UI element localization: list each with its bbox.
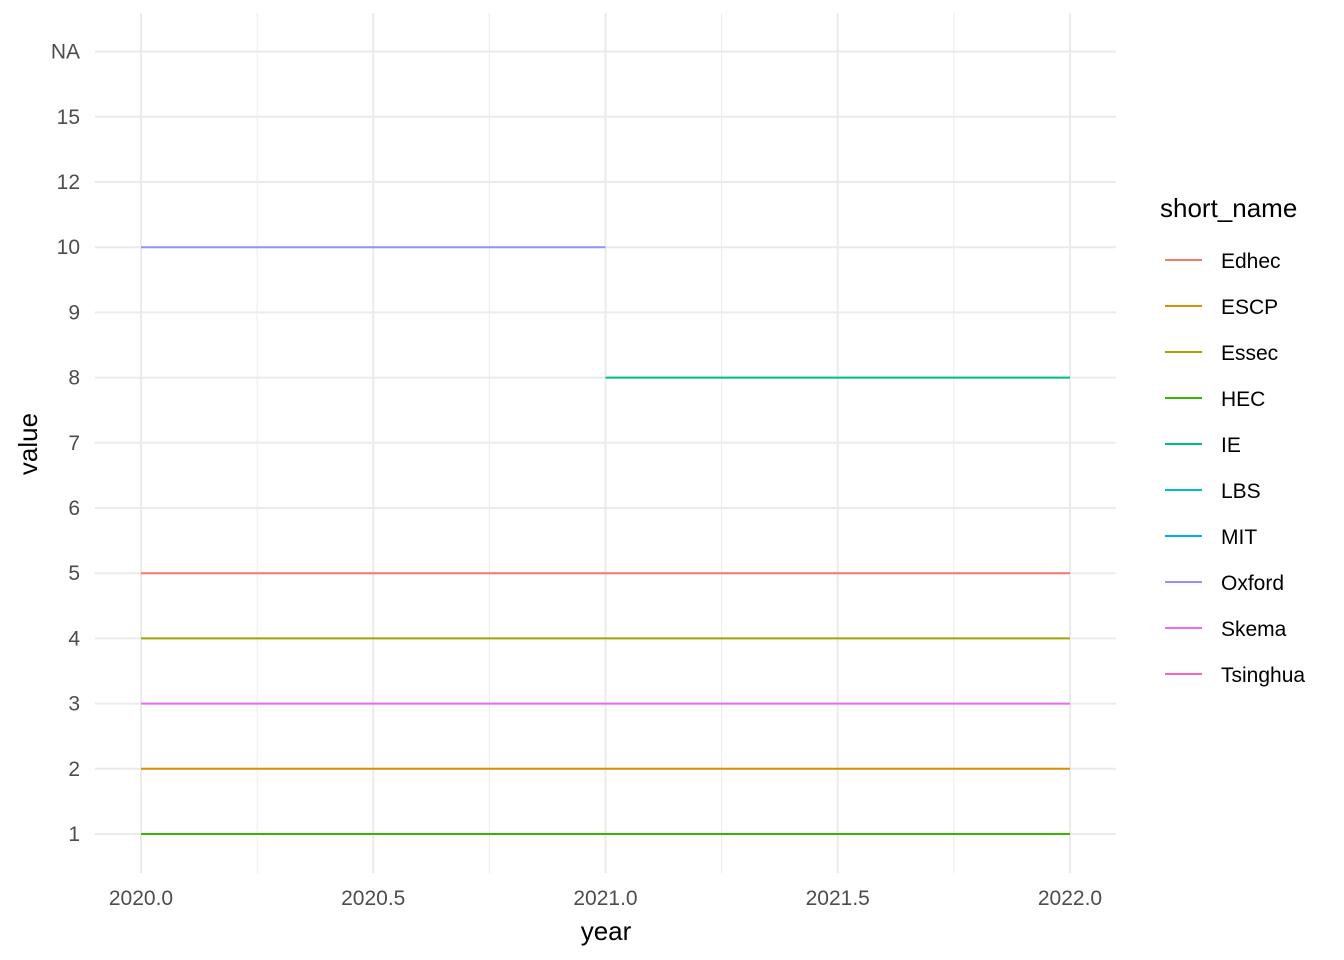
- legend-items: Edhec ESCP Essec HEC IE LBS MIT Oxford Skema Tsin…: [1165, 250, 1305, 687]
- legend-label: Essec: [1221, 342, 1278, 365]
- legend-label: LBS: [1221, 480, 1261, 503]
- legend-label: Tsinghua: [1221, 664, 1305, 687]
- legend-item-essec: Essec: [1165, 342, 1278, 365]
- x-tick-label: 2020.5: [341, 887, 405, 910]
- legend-item-tsinghua: Tsinghua: [1165, 664, 1305, 687]
- legend-label: ESCP: [1221, 296, 1278, 319]
- y-tick-label: NA: [51, 41, 80, 64]
- y-tick-label: 2: [68, 758, 80, 781]
- y-tick-label: 7: [68, 432, 80, 455]
- legend: short_name Edhec ESCP Essec HEC IE LBS MIT Oxfo…: [1160, 193, 1305, 687]
- legend-item-lbs: LBS: [1165, 480, 1261, 503]
- legend-label: Oxford: [1221, 572, 1284, 595]
- x-tick-label: 2022.0: [1038, 887, 1102, 910]
- x-tick-label: 2021.5: [806, 887, 870, 910]
- legend-item-skema: Skema: [1165, 618, 1287, 641]
- y-axis-title: value: [13, 413, 43, 475]
- y-tick-label: 9: [68, 301, 80, 324]
- y-tick-label: 1: [68, 823, 80, 846]
- y-tick-label: 3: [68, 693, 80, 716]
- x-axis-title: year: [581, 916, 632, 946]
- x-tick-label: 2020.0: [109, 887, 173, 910]
- legend-label: HEC: [1221, 388, 1265, 411]
- legend-item-escp: ESCP: [1165, 296, 1278, 319]
- y-tick-label: 10: [57, 236, 80, 259]
- legend-label: Skema: [1221, 618, 1287, 641]
- legend-label: Edhec: [1221, 250, 1281, 273]
- y-tick-label: 4: [68, 627, 80, 650]
- x-axis-tick-labels: 2020.0 2020.5 2021.0 2021.5 2022.0: [109, 887, 1102, 910]
- legend-item-edhec: Edhec: [1165, 250, 1281, 273]
- legend-title: short_name: [1160, 193, 1297, 223]
- legend-label: IE: [1221, 434, 1241, 457]
- y-tick-label: 12: [57, 171, 80, 194]
- x-tick-label: 2021.0: [573, 887, 637, 910]
- legend-label: MIT: [1221, 526, 1257, 549]
- legend-item-hec: HEC: [1165, 388, 1265, 411]
- series-lines: [141, 246, 1070, 835]
- y-tick-label: 8: [68, 367, 80, 390]
- y-tick-label: 5: [68, 562, 80, 585]
- legend-item-mit: MIT: [1165, 526, 1257, 549]
- y-tick-label: 6: [68, 497, 80, 520]
- legend-item-oxford: Oxford: [1165, 572, 1284, 595]
- legend-item-ie: IE: [1165, 434, 1241, 457]
- major-gridlines: [95, 13, 1116, 873]
- y-tick-label: 15: [57, 106, 80, 129]
